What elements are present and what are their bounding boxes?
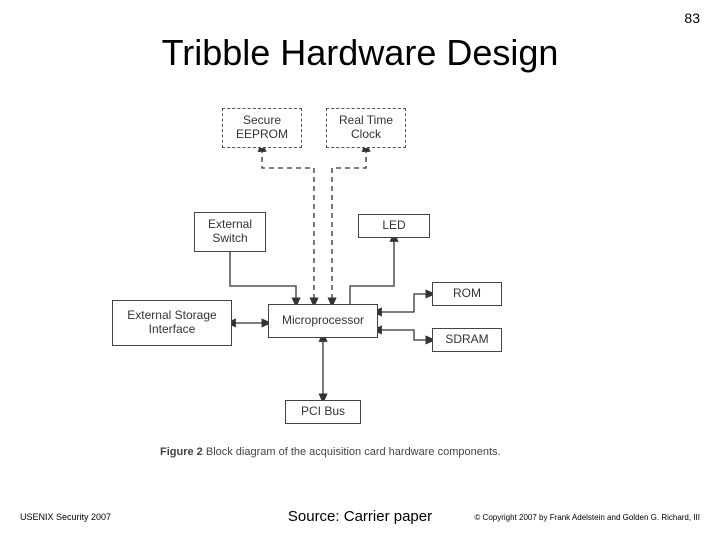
node-switch: ExternalSwitch	[194, 212, 266, 252]
node-pci: PCI Bus	[285, 400, 361, 424]
diagram-edges	[0, 90, 720, 490]
node-storage: External StorageInterface	[112, 300, 232, 346]
node-rom: ROM	[432, 282, 502, 306]
hardware-diagram: SecureEEPROM Real TimeClock ExternalSwitch…	[0, 90, 720, 490]
edge-micro-sdram	[378, 330, 432, 340]
footer-right: © Copyright 2007 by Frank Adelstein and …	[474, 513, 700, 522]
edge-switch-micro	[230, 252, 296, 304]
node-led: LED	[358, 214, 430, 238]
edge-led-micro	[350, 238, 394, 304]
node-micro: Microprocessor	[268, 304, 378, 338]
node-rtc: Real TimeClock	[326, 108, 406, 148]
node-sdram: SDRAM	[432, 328, 502, 352]
page-title: Tribble Hardware Design	[0, 32, 720, 74]
figure-caption: Figure 2 Block diagram of the acquisitio…	[160, 446, 501, 458]
edge-eeprom-micro	[262, 148, 314, 304]
page-number: 83	[684, 10, 700, 26]
edge-micro-rom	[378, 294, 432, 312]
node-eeprom: SecureEEPROM	[222, 108, 302, 148]
